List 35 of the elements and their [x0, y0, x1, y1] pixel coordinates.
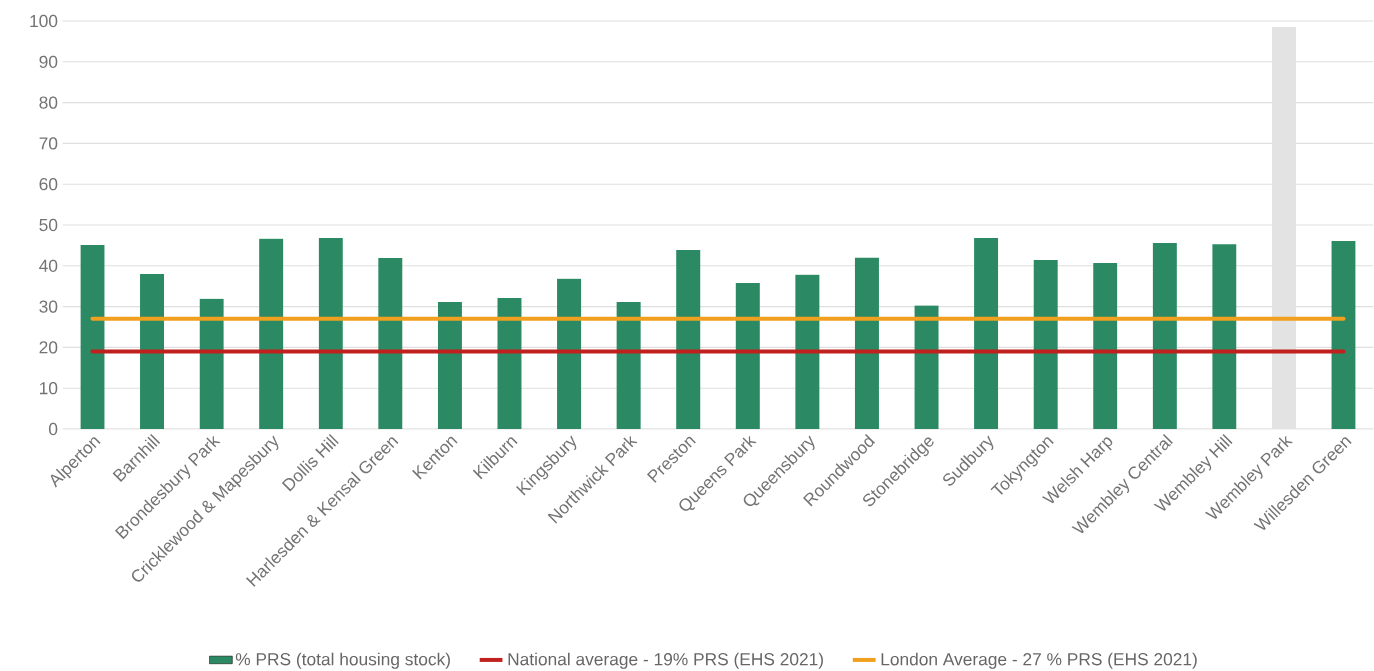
y-tick-label: 20: [39, 341, 58, 354]
bar: [1093, 262, 1118, 429]
legend-label: National average - 19% PRS (EHS 2021): [508, 652, 823, 669]
bar: [854, 257, 879, 429]
y-tick-label: 80: [39, 96, 58, 109]
bar: [974, 238, 999, 429]
bar: [676, 249, 701, 429]
y-tick-label: 30: [39, 300, 58, 313]
bar: [735, 282, 760, 429]
bar: [318, 238, 343, 429]
y-tick-label: 50: [39, 218, 58, 232]
bar: [1033, 260, 1058, 429]
bar: [437, 302, 462, 429]
bar: [259, 238, 284, 429]
bar: [1152, 242, 1177, 429]
bar: [199, 298, 224, 429]
y-tick-label: 100: [30, 14, 58, 28]
bar: [140, 273, 165, 429]
bar: [1331, 240, 1356, 429]
bar: [557, 278, 582, 429]
bar: [497, 298, 522, 429]
y-tick-label: 40: [39, 259, 58, 272]
bar: [378, 258, 403, 429]
bar: [914, 305, 939, 429]
bar: [1212, 244, 1237, 429]
y-tick-label: 0: [48, 422, 58, 436]
bar: [80, 244, 105, 429]
y-tick-label: 60: [39, 178, 58, 191]
y-tick-label: 90: [39, 55, 58, 68]
bar: [795, 274, 820, 429]
legend-label: London Average - 27 % PRS (EHS 2021): [881, 652, 1197, 669]
legend-label: % PRS (total housing stock): [235, 652, 450, 669]
y-tick-label: 10: [39, 382, 58, 395]
y-tick-label: 70: [39, 137, 58, 150]
bar: [616, 302, 641, 429]
